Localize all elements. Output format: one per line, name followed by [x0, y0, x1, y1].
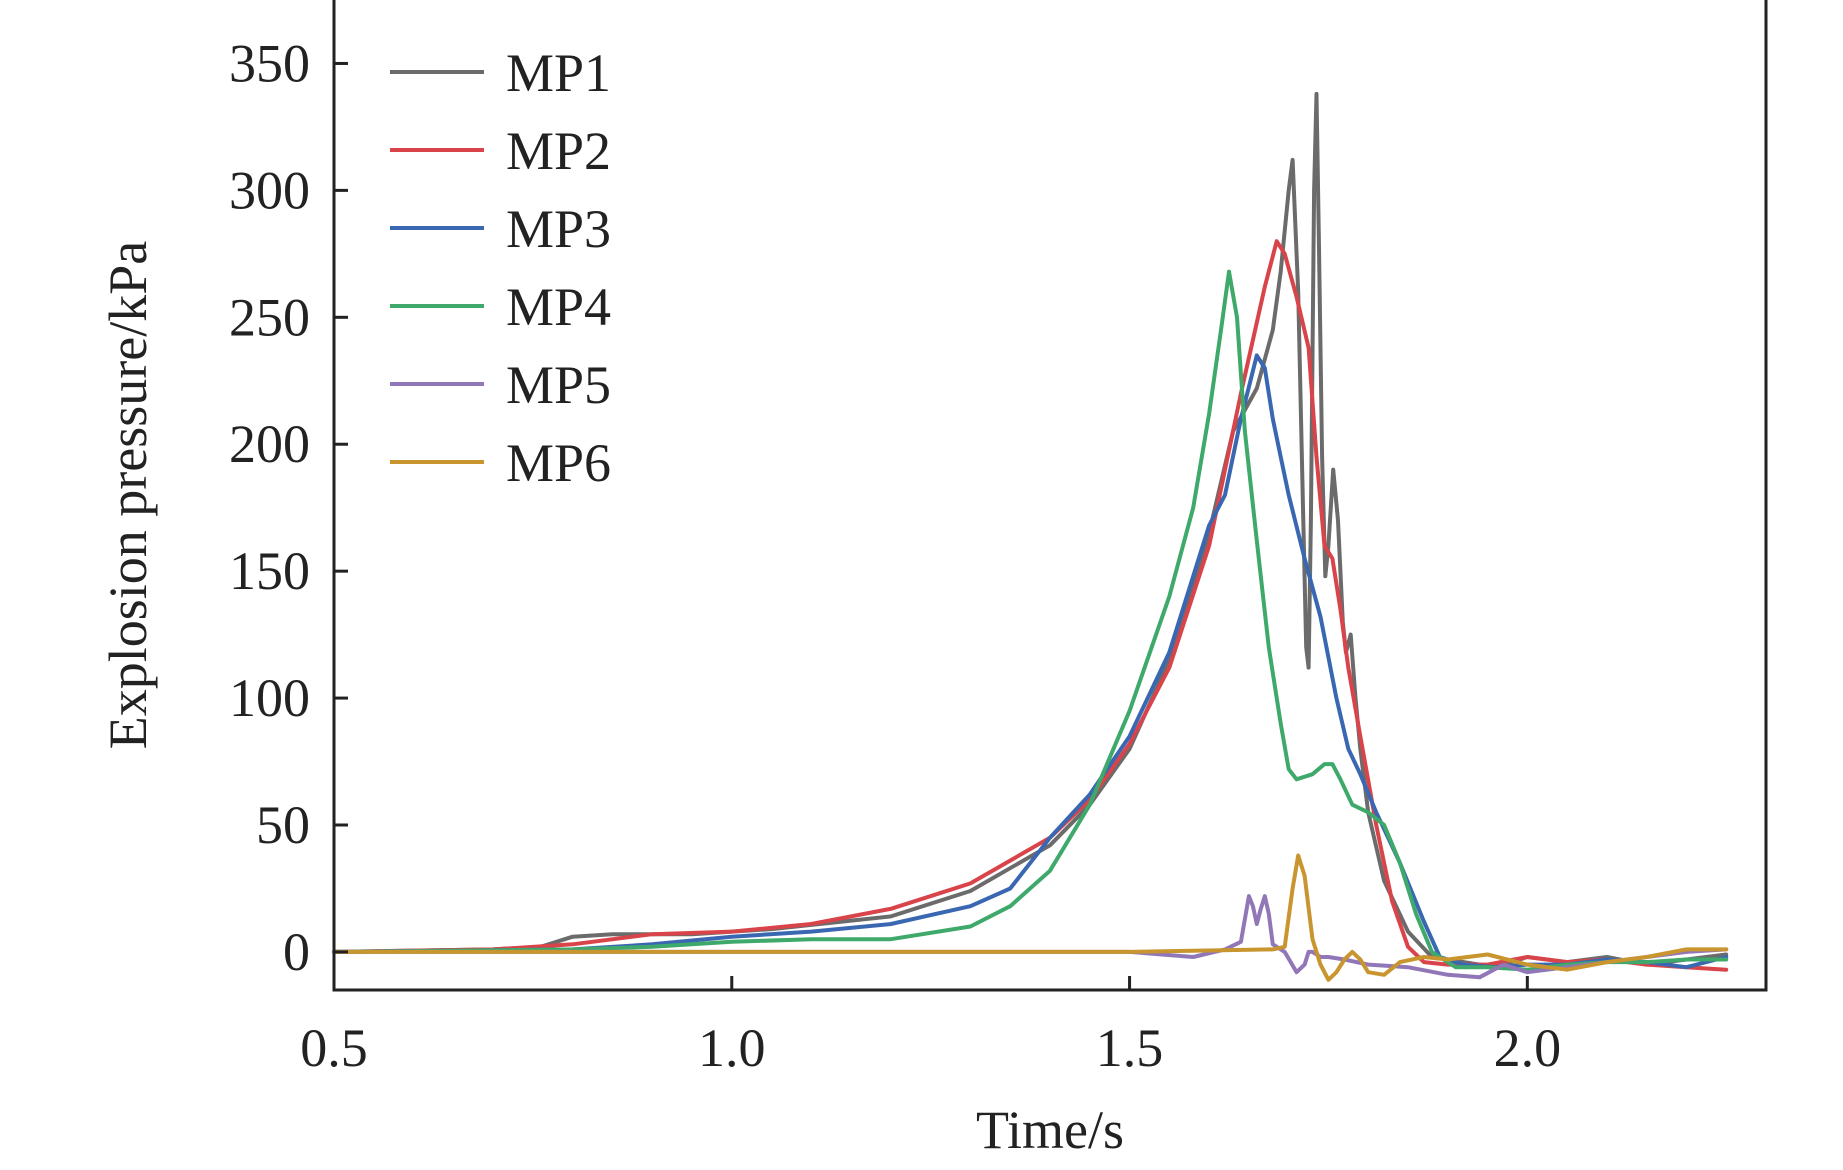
series-line-mp4: [332, 269, 1729, 972]
y-tick-label: 200: [229, 414, 310, 474]
legend-item-mp3: MP3: [390, 199, 611, 259]
legend-item-mp6: MP6: [390, 433, 611, 493]
y-tick-label: 150: [229, 541, 310, 601]
series-line-mp5: [332, 894, 1729, 980]
legend-item-mp5: MP5: [390, 355, 611, 415]
plot-lines: [332, 91, 1729, 982]
y-tick-label: 0: [283, 922, 310, 982]
y-axis-label: Explosion pressure/kPa: [98, 241, 158, 749]
legend-label: MP5: [506, 355, 611, 415]
y-tick-label: 350: [229, 33, 310, 93]
legend-label: MP3: [506, 199, 611, 259]
legend: MP1 MP2 MP3 MP4 MP5 MP6: [390, 43, 611, 493]
x-tick-label: 0.5: [300, 1018, 368, 1078]
x-axis-label: Time/s: [976, 1100, 1124, 1160]
legend-label: MP1: [506, 43, 611, 103]
y-tick-label: 250: [229, 287, 310, 347]
legend-item-mp1: MP1: [390, 43, 611, 103]
y-tick-label: 300: [229, 160, 310, 220]
x-tick-label: 2.0: [1494, 1018, 1562, 1078]
legend-item-mp4: MP4: [390, 277, 611, 337]
legend-item-mp2: MP2: [390, 121, 611, 181]
series-line-mp1: [332, 91, 1729, 970]
legend-label: MP4: [506, 277, 611, 337]
plot-frame: [332, 0, 1768, 992]
axes: 0.5 1.0 1.5 2.0 0 50 100 150 200 250 300 350: [229, 33, 1561, 1078]
x-tick-label: 1.0: [698, 1018, 766, 1078]
y-tick-label: 100: [229, 668, 310, 728]
y-tick-label: 50: [256, 795, 310, 855]
x-tick-label: 1.5: [1096, 1018, 1164, 1078]
legend-label: MP6: [506, 433, 611, 493]
series-line-mp6: [332, 853, 1729, 982]
legend-label: MP2: [506, 121, 611, 181]
